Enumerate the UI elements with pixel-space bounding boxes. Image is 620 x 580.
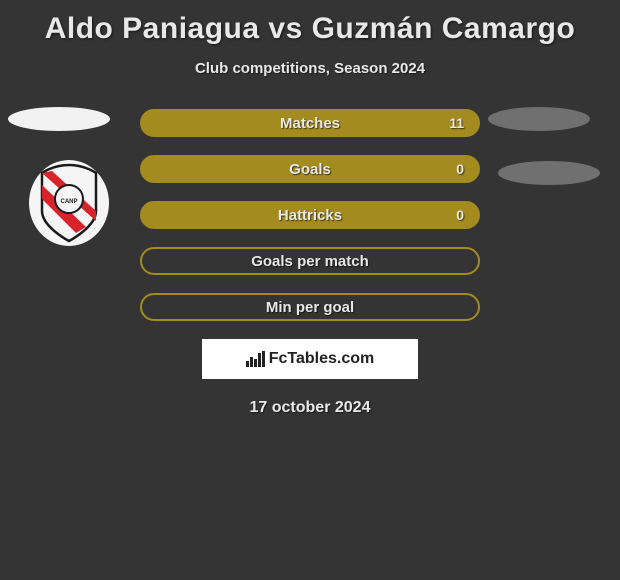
date-text: 17 october 2024 [0,399,620,417]
stat-label: Hattricks [278,207,342,224]
stat-bar: Goals 0 [140,155,480,183]
stat-label: Matches [280,115,340,132]
stat-row: Goals 0 [0,155,620,183]
stat-row: Hattricks 0 [0,201,620,229]
stat-bar: Matches 11 [140,109,480,137]
stat-label: Goals per match [251,253,369,270]
fctables-badge[interactable]: FcTables.com [202,339,418,379]
stat-bar: Hattricks 0 [140,201,480,229]
bar-chart-icon [246,351,265,367]
stat-row: Matches 11 [0,109,620,137]
page-title: Aldo Paniagua vs Guzmán Camargo [0,0,620,46]
stat-row: Goals per match [0,247,620,275]
stat-label: Min per goal [266,299,354,316]
stat-value-right: 11 [449,115,464,131]
fctables-label: FcTables.com [269,350,375,368]
stat-value-right: 0 [456,207,464,223]
subtitle: Club competitions, Season 2024 [0,60,620,77]
stat-bar: Goals per match [140,247,480,275]
stats-area: CANP Matches11Goals0Hattricks0Goals per … [0,109,620,321]
stat-label: Goals [289,161,331,178]
stat-row: Min per goal [0,293,620,321]
stat-value-right: 0 [456,161,464,177]
stat-bar: Min per goal [140,293,480,321]
